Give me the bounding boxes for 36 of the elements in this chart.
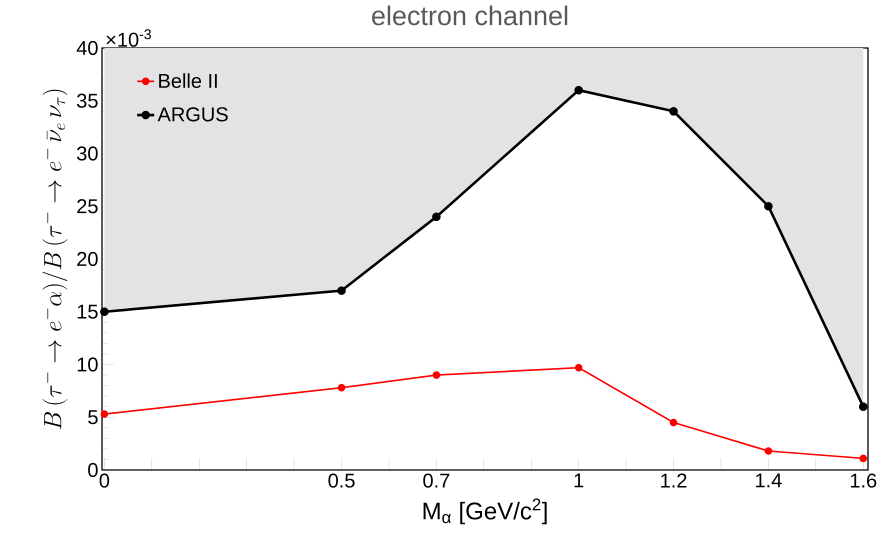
y-tick-label: 5	[88, 410, 98, 424]
point	[669, 106, 678, 116]
y-tick-label: 10	[78, 357, 98, 372]
chart-title: electron channel	[372, 6, 568, 26]
x-axis-title: M$_{α}$ [GeV/c$^{2}$]	[424, 498, 547, 524]
x-tick-label: 1.2	[661, 474, 686, 488]
x-tick-label: 1.4	[756, 474, 782, 488]
text: ×10$^{-3}$	[106, 29, 151, 47]
y-tick-label: 35	[77, 94, 98, 108]
point	[764, 202, 773, 211]
x-tick-label: 0.7	[423, 474, 450, 488]
point	[764, 447, 772, 455]
legend-label: Belle II	[159, 73, 217, 88]
y-tick-label: 40	[76, 40, 98, 56]
y-tick-label: 25	[77, 199, 98, 214]
point	[858, 402, 868, 411]
y-axis-title: $B\,(\tau^{-}\rightarrow e^{-}\alpha)/B\,(\tau^{-}\rightarrow e^{-}\,\bar{\nu}_{e}\,\nu_{\tau})$	[42, 90, 68, 430]
point	[100, 410, 108, 418]
x-tick-label: 0.5	[328, 474, 355, 488]
point	[432, 212, 441, 222]
point	[100, 307, 109, 316]
y-tick-label: 30	[77, 146, 98, 161]
y-tick-label: 20	[77, 252, 98, 266]
point	[574, 364, 582, 372]
y-tick-label: 0	[88, 462, 98, 478]
point	[670, 418, 678, 426]
point	[432, 371, 440, 379]
x-tick-label: 1	[574, 474, 584, 488]
x-tick-label: 0	[100, 474, 110, 488]
point	[574, 86, 583, 94]
legend-label: ARGUS	[158, 107, 228, 122]
y-tick-label: 15	[78, 304, 98, 319]
point	[859, 454, 868, 462]
point	[337, 286, 346, 295]
point	[338, 384, 346, 392]
x-tick-label: 1.6	[850, 474, 876, 488]
